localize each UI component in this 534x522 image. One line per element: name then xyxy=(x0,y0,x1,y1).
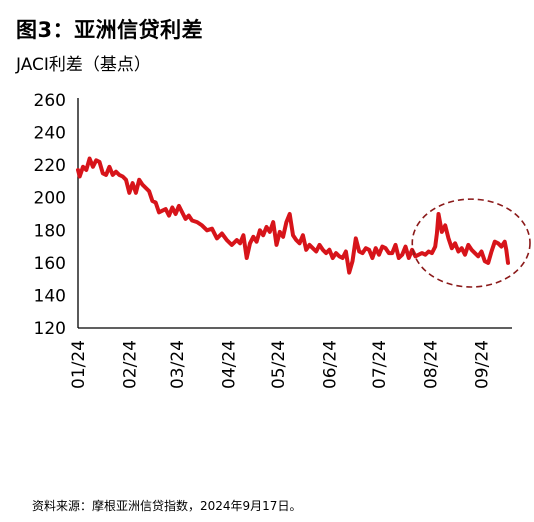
y-tick-label: 220 xyxy=(34,156,66,176)
series-line xyxy=(76,156,510,275)
x-tick-label: 01/24 xyxy=(69,340,89,389)
annotation-group xyxy=(411,198,531,288)
series-group xyxy=(76,156,510,275)
x-tick-label: 08/24 xyxy=(421,340,441,389)
x-tick-label: 07/24 xyxy=(370,340,390,389)
x-tick-label: 09/24 xyxy=(473,340,493,389)
y-tick-label: 180 xyxy=(34,221,66,241)
y-tick-label: 200 xyxy=(34,189,66,209)
y-tick-label: 160 xyxy=(34,254,66,274)
x-tick-label: 04/24 xyxy=(220,340,240,389)
y-tick-label: 240 xyxy=(34,124,66,144)
x-tick-label: 05/24 xyxy=(269,340,289,389)
y-axis: 120 140 160 180 200 220 240 260 xyxy=(34,91,79,339)
x-axis: 01/24 02/24 03/24 04/24 05/24 06/24 07/24 08/24… xyxy=(69,327,512,389)
y-tick-label: 120 xyxy=(34,319,66,339)
source-note: 资料来源：摩根亚洲信贷指数，2024年9月17日。 xyxy=(32,499,302,513)
y-axis-unit-label: JACI利差（基点） xyxy=(16,55,151,75)
x-tick-label: 03/24 xyxy=(168,340,188,389)
chart-title: 图3：亚洲信贷利差 xyxy=(16,18,204,42)
line-chart: 120 140 160 180 200 220 240 260 01/24 02/24 03/24… xyxy=(34,91,531,389)
y-tick-label: 140 xyxy=(34,286,66,306)
y-tick-label: 260 xyxy=(34,91,66,111)
highlight-ellipse xyxy=(411,198,531,288)
x-tick-label: 02/24 xyxy=(120,340,140,389)
x-tick-label: 06/24 xyxy=(320,340,340,389)
